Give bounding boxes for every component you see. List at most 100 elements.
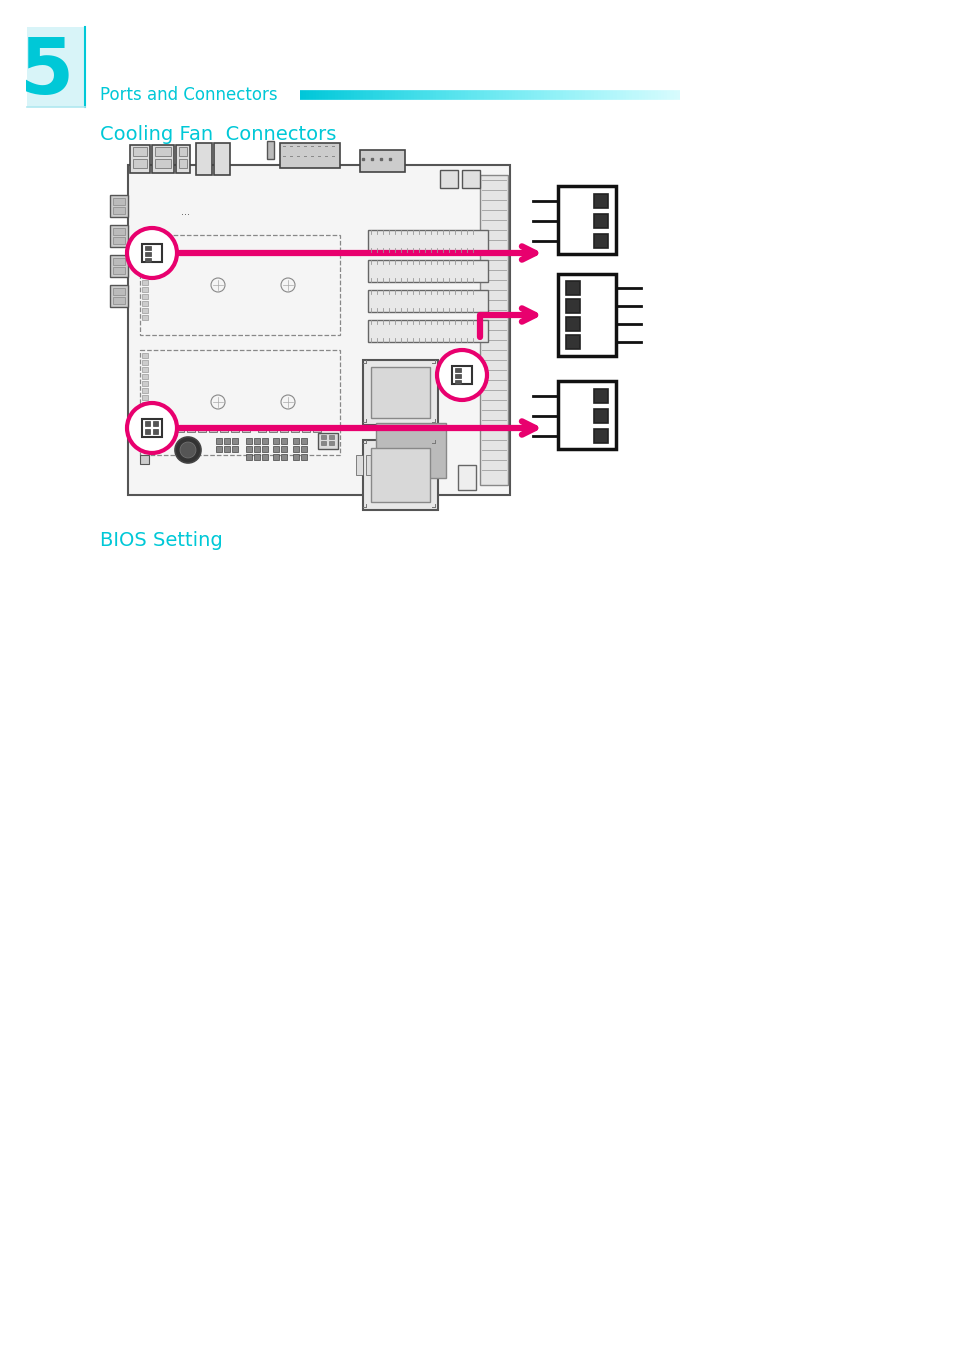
Bar <box>213 143 230 176</box>
Bar <box>142 416 148 421</box>
Bar <box>253 454 260 460</box>
Bar <box>110 194 128 217</box>
Bar <box>565 317 579 331</box>
Bar <box>558 274 616 356</box>
Bar <box>110 285 128 306</box>
Bar <box>143 440 152 450</box>
Bar <box>455 379 460 383</box>
Bar <box>231 427 239 432</box>
Bar <box>142 387 148 393</box>
Bar <box>281 437 287 444</box>
Bar <box>317 433 337 450</box>
Bar <box>232 437 237 444</box>
Text: Ports and Connectors: Ports and Connectors <box>100 86 277 104</box>
Bar <box>232 446 237 452</box>
Bar <box>594 234 607 248</box>
Bar <box>273 437 278 444</box>
Bar <box>565 281 579 296</box>
Bar <box>242 427 250 432</box>
Bar <box>165 427 172 432</box>
Bar <box>281 454 287 460</box>
Bar <box>27 27 85 107</box>
Bar <box>301 454 307 460</box>
Bar <box>110 225 128 247</box>
Bar <box>368 320 488 342</box>
Bar <box>273 446 278 452</box>
Bar <box>154 147 171 157</box>
Bar <box>142 381 148 386</box>
Bar <box>153 427 162 432</box>
Bar <box>246 446 252 452</box>
Bar <box>112 267 125 274</box>
Circle shape <box>180 441 195 458</box>
Bar <box>594 429 607 443</box>
Bar <box>371 367 430 418</box>
Bar <box>175 427 184 432</box>
Bar <box>281 446 287 452</box>
Bar <box>110 255 128 277</box>
Bar <box>175 144 190 173</box>
Bar <box>220 427 228 432</box>
Bar <box>594 215 607 228</box>
Bar <box>154 159 171 167</box>
Bar <box>145 246 151 250</box>
Bar <box>142 352 148 358</box>
Circle shape <box>174 437 201 463</box>
Bar <box>565 335 579 350</box>
Bar <box>142 418 162 437</box>
Bar <box>209 427 216 432</box>
Bar <box>461 170 479 188</box>
Circle shape <box>436 350 486 400</box>
Bar <box>262 437 268 444</box>
Bar <box>128 165 510 495</box>
Bar <box>479 176 507 485</box>
Bar <box>246 437 252 444</box>
Bar <box>262 454 268 460</box>
Bar <box>366 455 373 475</box>
Bar <box>112 288 125 296</box>
Bar <box>594 194 607 208</box>
Bar <box>145 252 151 256</box>
Bar <box>215 437 222 444</box>
Bar <box>142 315 148 320</box>
Bar <box>140 350 339 455</box>
Bar <box>253 446 260 452</box>
Bar <box>143 427 151 432</box>
Bar <box>293 437 298 444</box>
Bar <box>140 235 339 335</box>
Bar <box>112 258 125 265</box>
Bar <box>142 273 148 278</box>
Bar <box>224 437 230 444</box>
Bar <box>142 259 148 265</box>
Bar <box>142 266 148 271</box>
Bar <box>302 427 310 432</box>
Bar <box>112 238 125 244</box>
Bar <box>267 140 274 159</box>
Circle shape <box>127 404 177 454</box>
Bar <box>112 228 125 235</box>
Text: ···: ··· <box>181 211 191 220</box>
Bar <box>152 421 158 427</box>
Bar <box>142 288 148 292</box>
Bar <box>195 143 212 176</box>
Bar <box>457 464 476 490</box>
Bar <box>179 159 187 167</box>
Text: BIOS Setting: BIOS Setting <box>100 531 222 549</box>
Bar <box>293 454 298 460</box>
Circle shape <box>127 228 177 278</box>
Bar <box>355 455 363 475</box>
Bar <box>142 374 148 379</box>
Bar <box>140 455 149 464</box>
Bar <box>152 144 173 173</box>
Bar <box>142 396 148 400</box>
Bar <box>301 437 307 444</box>
Bar <box>145 258 151 262</box>
Bar <box>269 427 276 432</box>
Bar <box>301 446 307 452</box>
Bar <box>375 423 446 478</box>
Bar <box>142 301 148 306</box>
Bar <box>142 360 148 365</box>
Bar <box>145 429 150 433</box>
Bar <box>142 308 148 313</box>
Bar <box>565 298 579 313</box>
